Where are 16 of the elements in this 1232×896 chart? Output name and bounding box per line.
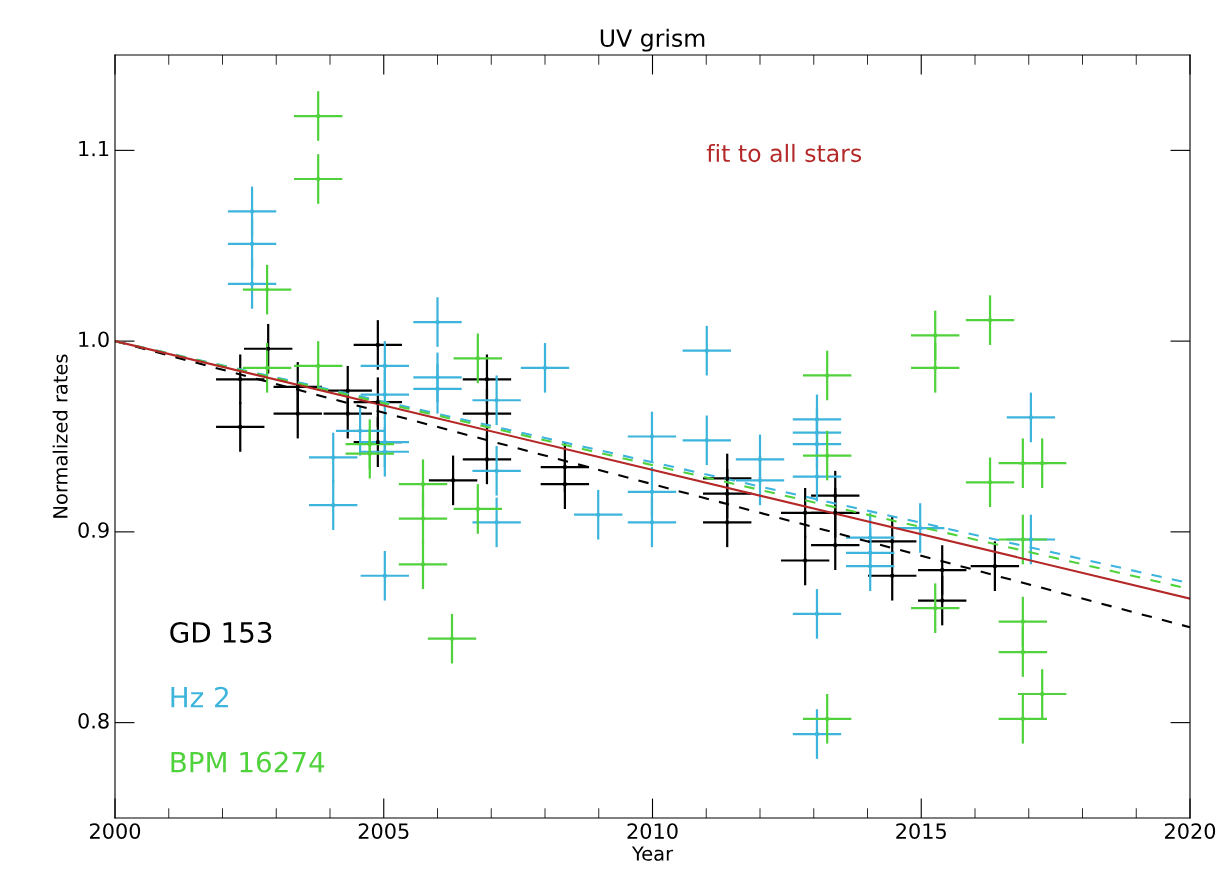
- text: BPM 16274: [171, 751, 325, 773]
- text: GD 153: [170, 621, 272, 643]
- x-tick-label: 2005: [358, 823, 409, 839]
- y-tick-label: 1.0: [79, 331, 109, 348]
- x-tick-label: 2000: [90, 823, 141, 839]
- x-tick-label: 2010: [627, 823, 678, 839]
- y-axis-title: Normalized rates: [52, 354, 68, 518]
- x-axis-title: Year: [631, 846, 674, 861]
- chart-title: UV grism: [600, 28, 705, 52]
- annotation: fit to all stars: [706, 143, 862, 163]
- y-tick-label: 0.8: [78, 712, 109, 729]
- text: Hz 2: [171, 686, 228, 708]
- x-tick-label: 2015: [896, 823, 946, 839]
- x-tick-label: 2020: [1165, 823, 1216, 839]
- y-tick-label: 0.9: [78, 522, 109, 538]
- y-tick-label: 1.1: [79, 140, 109, 157]
